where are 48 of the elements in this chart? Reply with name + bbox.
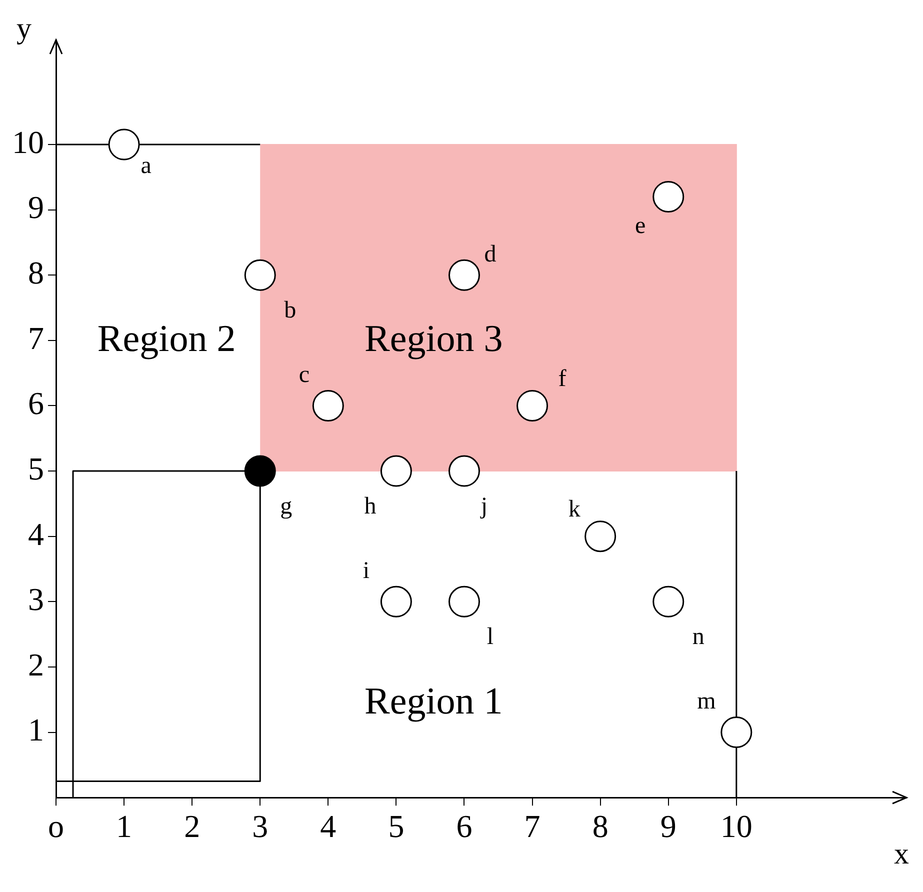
y-tick-label: 2 — [28, 646, 44, 682]
point — [244, 259, 276, 291]
point — [652, 180, 684, 212]
x-tick-label: 7 — [524, 808, 540, 844]
annotation: k — [568, 496, 580, 523]
x-axis-title: x — [894, 837, 909, 870]
annotation: h — [364, 493, 376, 520]
annotation: l — [486, 624, 494, 650]
annotation: n — [692, 624, 704, 650]
annotation: c — [298, 362, 310, 388]
x-tick-label: 1 — [116, 808, 132, 844]
x-tick-label: 2 — [184, 808, 200, 844]
annotation: j — [480, 493, 488, 520]
point — [244, 455, 276, 487]
x-tick-label: 10 — [720, 808, 752, 844]
y-tick-label: 9 — [28, 189, 44, 226]
annotation: i — [362, 558, 370, 584]
y-axis-title: y — [16, 12, 32, 45]
annotation: Region 3 — [364, 318, 503, 360]
annotation: Region 1 — [364, 680, 503, 723]
y-tick-label: 3 — [28, 581, 44, 618]
x-tick-label: 5 — [388, 808, 404, 844]
point — [448, 455, 480, 487]
x-tick-label: 8 — [592, 808, 608, 844]
point — [448, 259, 480, 291]
y-tick-label: 10 — [12, 124, 44, 160]
point — [380, 455, 412, 487]
y-tick-label: 7 — [28, 320, 44, 356]
x-tick-label: o — [48, 808, 64, 844]
y-tick-label: 1 — [28, 712, 44, 748]
y-tick-label: 8 — [28, 254, 44, 291]
annotation: a — [140, 152, 152, 179]
y-tick-label: 6 — [28, 385, 44, 422]
point — [516, 390, 548, 422]
point — [312, 390, 344, 422]
x-tick-label: 6 — [456, 808, 472, 844]
y-tick-label: 5 — [28, 450, 44, 486]
annotation: Region 2 — [97, 318, 236, 360]
annotation: m — [697, 688, 716, 715]
annotation: e — [635, 213, 646, 240]
x-tick-label: 9 — [660, 808, 676, 844]
y-tick-label: 4 — [28, 516, 44, 552]
x-tick-label: 4 — [320, 808, 336, 844]
annotation: b — [284, 297, 296, 324]
annotation: d — [484, 241, 496, 268]
annotation: g — [280, 493, 292, 520]
x-tick-label: 3 — [252, 808, 268, 844]
annotation: f — [558, 366, 566, 392]
